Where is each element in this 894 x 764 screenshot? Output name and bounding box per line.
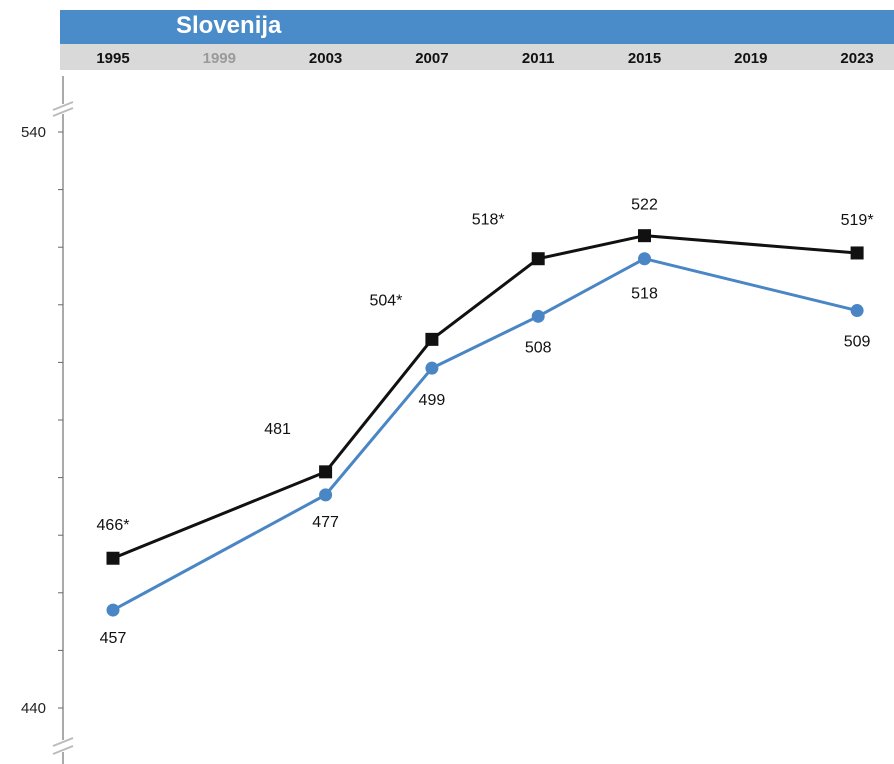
- x-tick-label: 2015: [628, 50, 661, 67]
- data-label: 508: [525, 339, 552, 356]
- series-line: [112, 257, 858, 612]
- data-point-marker: [638, 252, 651, 266]
- data-point-marker: [106, 551, 120, 565]
- data-label: 504*: [369, 292, 402, 309]
- axis-break-mark: [52, 101, 74, 111]
- data-point-marker: [531, 309, 545, 323]
- data-label: 519*: [841, 212, 874, 229]
- x-tick-label: 2011: [522, 50, 555, 67]
- data-label: 522: [631, 197, 658, 214]
- data-label: 518: [631, 286, 658, 303]
- data-label: 509: [844, 334, 871, 351]
- x-tick-label: 2019: [734, 50, 767, 67]
- data-label: 481: [264, 421, 291, 438]
- data-point-marker: [850, 304, 864, 318]
- data-point-marker: [638, 229, 651, 243]
- x-tick-label: 2003: [309, 50, 342, 67]
- year-header-bar: [60, 44, 894, 70]
- series-line: [112, 234, 858, 560]
- chart-title: Slovenija: [176, 12, 282, 39]
- title-bar: [60, 10, 894, 44]
- y-tick-label: 540: [21, 124, 46, 141]
- axis-break-mark: [52, 745, 74, 755]
- data-point-marker: [531, 252, 545, 266]
- data-label: 457: [100, 630, 127, 647]
- x-tick-label: 1999: [203, 50, 236, 67]
- axis-break-mark: [52, 737, 74, 747]
- data-point-marker: [319, 488, 333, 502]
- data-label: 477: [312, 514, 339, 531]
- data-point-marker: [425, 361, 439, 375]
- x-tick-label: 2023: [840, 50, 873, 67]
- x-tick-label: 1995: [96, 50, 129, 67]
- data-point-marker: [106, 603, 120, 617]
- data-label: 466*: [97, 517, 130, 534]
- x-tick-label: 2007: [415, 50, 448, 67]
- data-point-marker: [425, 332, 439, 346]
- axis-break-mark: [52, 107, 74, 117]
- data-point-marker: [850, 246, 864, 260]
- data-point-marker: [319, 465, 333, 479]
- data-label: 518*: [472, 212, 505, 229]
- data-label: 499: [419, 392, 446, 409]
- y-tick-label: 440: [21, 700, 46, 717]
